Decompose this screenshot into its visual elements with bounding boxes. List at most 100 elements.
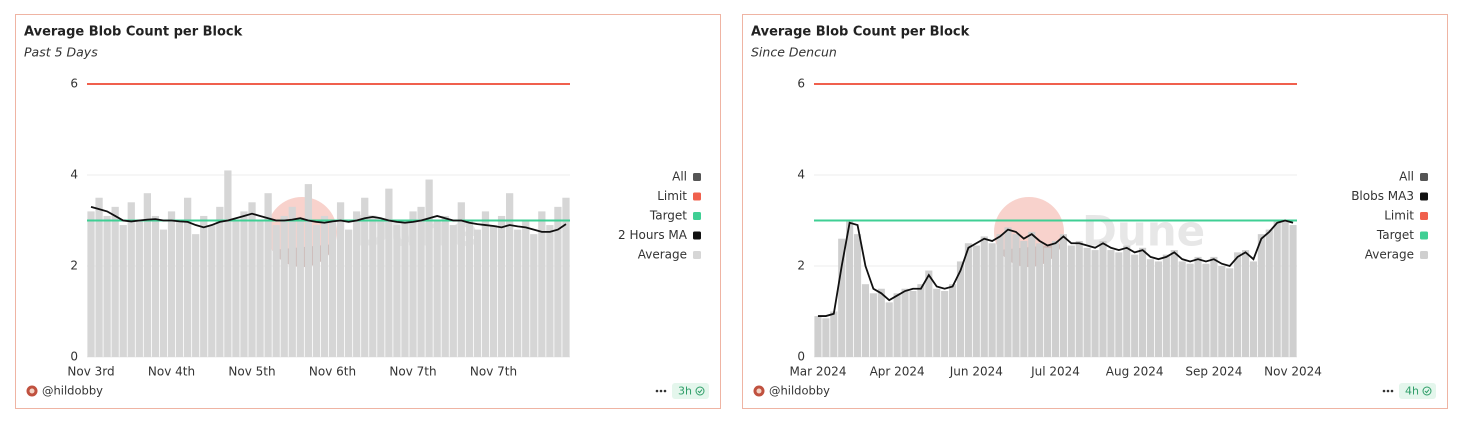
x-tick-label: Nov 7th — [470, 365, 517, 379]
menu-dot[interactable] — [663, 389, 667, 393]
legend-swatch — [1420, 212, 1428, 220]
x-tick-label: Nov 3rd — [67, 365, 114, 379]
menu-dot[interactable] — [1382, 389, 1386, 393]
legend-label[interactable]: Average — [638, 248, 687, 262]
bar — [1146, 259, 1155, 357]
bar — [941, 291, 949, 357]
chart-title: Average Blob Count per Block — [24, 25, 243, 40]
legend-swatch — [693, 231, 701, 240]
bar — [200, 215, 208, 357]
menu-dot[interactable] — [1386, 389, 1390, 393]
legend-label[interactable]: All — [1399, 170, 1414, 184]
bar — [822, 318, 830, 357]
bar — [522, 220, 530, 357]
bar — [184, 197, 192, 357]
bar — [473, 229, 482, 357]
legend-label[interactable]: 2 Hours MA — [618, 228, 688, 242]
menu-dot[interactable] — [655, 389, 659, 393]
legend-label[interactable]: Blobs MA3 — [1351, 189, 1414, 203]
bar — [1044, 247, 1052, 357]
bar — [127, 202, 135, 357]
bar — [885, 302, 893, 357]
bar — [1131, 254, 1139, 357]
bar — [409, 211, 417, 357]
x-tick-label: Apr 2024 — [870, 365, 925, 379]
bar — [111, 206, 119, 357]
bar — [1265, 229, 1273, 357]
legend-label[interactable]: Limit — [657, 189, 687, 203]
bar — [909, 291, 917, 357]
chart-subtitle: Past 5 Days — [24, 45, 98, 60]
bar — [296, 220, 304, 357]
author[interactable]: @hildobby — [42, 384, 103, 398]
bar — [489, 225, 498, 357]
bar — [1273, 220, 1281, 357]
bar — [988, 243, 996, 357]
y-tick-label: 2 — [70, 259, 78, 273]
ma-line — [90, 205, 567, 233]
legend-swatch — [693, 251, 701, 259]
bar — [1107, 250, 1115, 357]
bar — [87, 211, 95, 357]
author-avatar-face — [756, 388, 762, 394]
legend-label[interactable]: Target — [1376, 228, 1414, 242]
x-tick-label: Sep 2024 — [1185, 365, 1242, 379]
bar — [143, 193, 151, 357]
bar — [538, 211, 546, 357]
legend-label[interactable]: Average — [1365, 248, 1414, 262]
menu-dot[interactable] — [659, 389, 663, 393]
author[interactable]: @hildobby — [769, 384, 830, 398]
y-tick-label: 4 — [797, 168, 805, 182]
bar — [1289, 225, 1297, 357]
menu-dot[interactable] — [1390, 389, 1394, 393]
bar — [135, 220, 143, 357]
bar — [925, 270, 933, 357]
bar — [1194, 256, 1202, 357]
bar — [1257, 234, 1265, 357]
bar — [457, 202, 465, 357]
legend-label[interactable]: Target — [649, 209, 687, 223]
x-tick-label: Nov 5th — [228, 365, 275, 379]
bar — [917, 284, 925, 357]
y-tick-label: 6 — [70, 77, 78, 91]
bar — [497, 215, 506, 357]
bar — [272, 225, 280, 357]
bar — [385, 188, 393, 357]
refresh-check-mark — [1424, 389, 1430, 394]
bar — [972, 245, 980, 357]
bar — [1281, 220, 1289, 357]
bar — [1036, 243, 1044, 357]
legend-swatch — [693, 173, 701, 181]
bar — [1154, 261, 1162, 357]
legend-label[interactable]: Limit — [1384, 209, 1414, 223]
legend-swatch — [693, 212, 701, 220]
bar — [853, 234, 862, 357]
bar — [877, 288, 885, 357]
bar — [1210, 256, 1218, 357]
legend-swatch — [1420, 192, 1428, 201]
refresh-check — [1422, 386, 1432, 396]
bar — [933, 288, 941, 357]
bar — [361, 197, 369, 357]
bar — [1083, 247, 1091, 357]
bar — [1202, 263, 1210, 357]
bar — [1028, 231, 1036, 357]
panel: Average Blob Count per Block Past 5 Days 0… — [15, 14, 721, 409]
bar — [1186, 263, 1194, 357]
bar — [320, 215, 329, 357]
bar — [546, 225, 554, 357]
ma-line — [817, 219, 1294, 317]
bar — [312, 225, 321, 357]
bar — [232, 220, 240, 357]
bar — [119, 225, 127, 357]
bar — [159, 229, 168, 357]
bar — [869, 293, 877, 357]
bar — [1099, 240, 1107, 357]
bar — [393, 225, 401, 357]
x-tick-label: Nov 4th — [148, 365, 195, 379]
refresh-time: 4h — [1405, 385, 1419, 398]
y-tick-label: 0 — [70, 350, 78, 364]
bar — [192, 234, 200, 357]
bar — [1139, 247, 1147, 357]
legend-label[interactable]: All — [672, 170, 687, 184]
